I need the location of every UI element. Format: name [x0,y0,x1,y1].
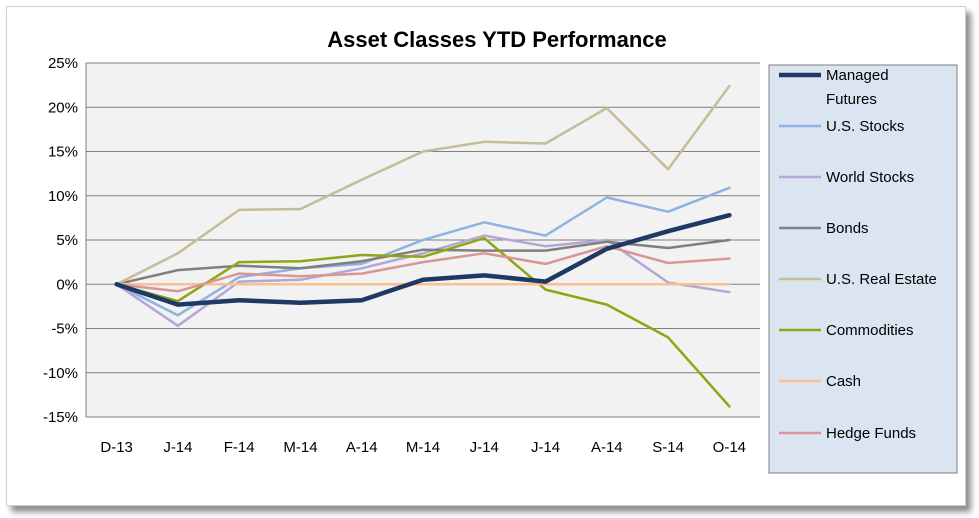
chart-svg: Asset Classes YTD Performance 25% 20% 15% 1… [43,27,958,474]
y-tick-label: -10% [43,365,78,382]
series-line-world-stocks [115,234,731,328]
x-tick-label: A-14 [591,439,623,456]
x-tick-label: J-14 [531,439,560,456]
y-tick-label: 25% [48,55,78,72]
legend-label-u-s-real-estate: U.S. Real Estate [826,271,937,288]
y-tick-label: 15% [48,144,78,161]
x-tick-label: J-14 [163,439,192,456]
x-tick-label: M-14 [283,439,317,456]
chart-card: Asset Classes YTD Performance 25% 20% 15% 1… [6,6,966,506]
legend-label-bonds: Bonds [826,220,869,237]
series-line-u-s-real-estate [115,84,731,286]
plot-area: 25% 20% 15% 10% 5% 0% -5% -10% -15% D-13 J-14 F-14 M… [43,55,760,456]
y-tick-label: 20% [48,99,78,116]
x-tick-label: A-14 [346,439,378,456]
legend-label-cash: Cash [826,373,861,390]
legend-box [768,64,958,474]
series-line-commodities [115,236,731,408]
x-tick-label: M-14 [406,439,440,456]
legend-label-commodities: Commodities [826,322,914,339]
y-tick-label: 5% [56,232,78,249]
series-line-u-s-stocks [115,186,731,317]
x-tick-label: D-13 [100,439,133,456]
series-line-managed-futures [114,212,732,307]
chart-title: Asset Classes YTD Performance [327,27,667,52]
y-tick-label: -5% [51,321,78,338]
x-tick-label: J-14 [470,439,499,456]
y-tick-label: 0% [56,276,78,293]
y-tick-label: -15% [43,409,78,426]
y-tick-label: 10% [48,188,78,205]
x-tick-label: S-14 [652,439,684,456]
legend-label-hedge-funds: Hedge Funds [826,425,916,442]
legend-label-u-s-stocks: U.S. Stocks [826,118,904,135]
legend-label-world-stocks: World Stocks [826,169,914,186]
legend-label-managed-futures: Managed Futures [826,67,889,108]
x-tick-label: F-14 [224,439,255,456]
legend: Managed Futures U.S. Stocks World Stocks Bon… [768,64,958,474]
x-tick-label: O-14 [713,439,746,456]
series-line-hedge-funds [115,244,731,293]
